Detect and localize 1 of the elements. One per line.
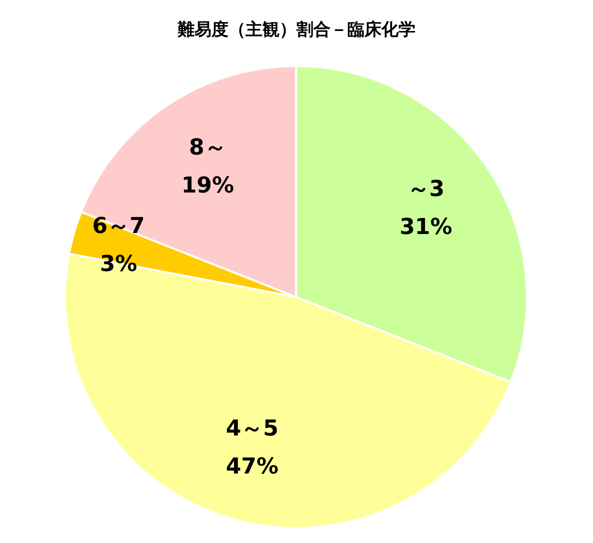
title: 難易度（主観）割合－臨床化学: [178, 20, 416, 40]
